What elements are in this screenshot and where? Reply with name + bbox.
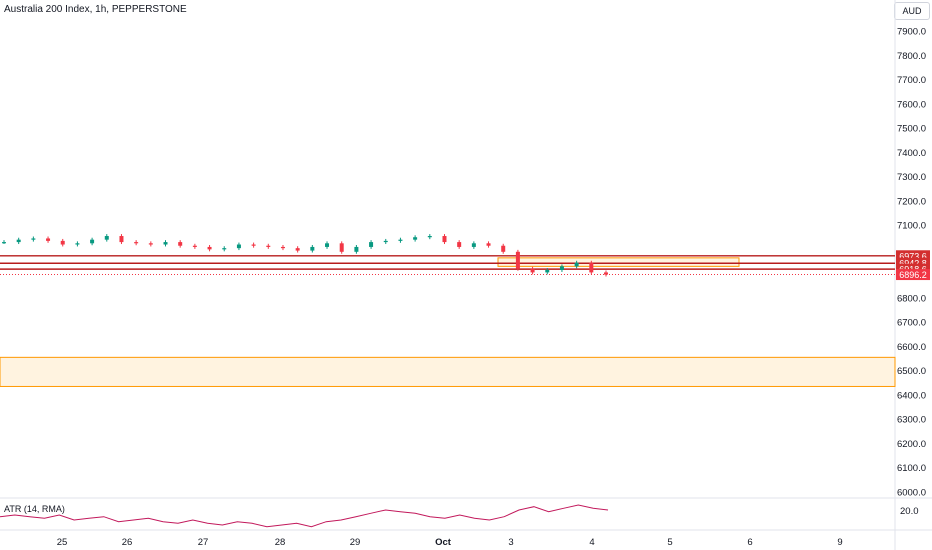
candle-body: [236, 244, 241, 249]
price-tag-label: 6973.6: [899, 251, 927, 261]
price-tick-label: 7200.0: [897, 196, 926, 207]
price-tick-label: 6500.0: [897, 366, 926, 377]
time-tick-label: 3: [508, 537, 513, 548]
price-tick-label: 7400.0: [897, 148, 926, 159]
price-tag: [896, 257, 930, 269]
candle-body: [398, 239, 403, 241]
candle-body: [442, 236, 447, 243]
price-tick-label: 6700.0: [897, 318, 926, 329]
price-tick-label: 7300.0: [897, 172, 926, 183]
price-tick-label: 7900.0: [897, 27, 926, 38]
candle-body: [325, 243, 330, 247]
atr-line: [0, 504, 609, 528]
candle-body: [90, 239, 95, 244]
candle-body: [427, 236, 432, 238]
candle-body: [369, 242, 374, 247]
price-tag-label: 6896.2: [899, 270, 927, 280]
time-tick-label: 26: [122, 537, 133, 548]
price-tick-label: 6300.0: [897, 415, 926, 426]
candle-body: [604, 272, 608, 275]
candle-body: [457, 242, 462, 247]
candle-body: [280, 246, 285, 249]
candle-body: [486, 243, 491, 246]
time-tick-label: 6: [747, 537, 752, 548]
candle-body: [222, 248, 227, 250]
candle-body: [60, 240, 65, 245]
candle-body: [559, 266, 564, 270]
candle-body: [2, 242, 6, 244]
price-tick-label: 6600.0: [897, 342, 926, 353]
candle-body: [530, 268, 535, 273]
price-tick-label: 6800.0: [897, 293, 926, 304]
price-tag: [896, 269, 930, 281]
atr-label: ATR (14, RMA): [4, 504, 65, 514]
candle-body: [75, 243, 80, 245]
time-tick-label: 5: [667, 537, 672, 548]
price-tick-label: 7700.0: [897, 75, 926, 86]
candle-body: [515, 251, 520, 269]
candle-body: [134, 242, 139, 244]
candle-body: [310, 246, 315, 251]
supply-demand-zone: [0, 356, 896, 387]
price-tag: [896, 250, 930, 262]
time-tick-label: 27: [198, 537, 209, 548]
time-tick-label: 25: [57, 537, 68, 548]
price-tick-label: 7800.0: [897, 51, 926, 62]
price-tick-label: 6000.0: [897, 488, 926, 499]
candle-body: [266, 245, 271, 247]
candle-body: [413, 237, 418, 240]
supply-demand-zone: [497, 257, 740, 267]
candle-body: [16, 239, 21, 243]
candle-body: [295, 248, 300, 251]
candle-body: [163, 242, 168, 245]
price-tick-label: 6400.0: [897, 390, 926, 401]
price-tick-label: 7100.0: [897, 221, 926, 232]
candle-body: [501, 245, 506, 252]
chart-title: Australia 200 Index, 1h, PEPPERSTONE: [4, 4, 187, 15]
price-tick-label: 6200.0: [897, 439, 926, 450]
candle-body: [545, 269, 550, 273]
price-tick-label: 7500.0: [897, 124, 926, 135]
candle-body: [471, 243, 476, 247]
candle-body: [31, 238, 36, 240]
candle-body: [574, 262, 579, 267]
candle-body: [354, 246, 359, 252]
candle-body: [383, 240, 388, 243]
time-tick-label: 29: [350, 537, 361, 548]
candle-body: [192, 245, 197, 247]
candle-body: [104, 236, 109, 240]
candle-body: [46, 238, 51, 241]
time-tick-label: 28: [275, 537, 286, 548]
price-tick-label: 7600.0: [897, 99, 926, 110]
candle-body: [589, 262, 594, 273]
candle-body: [339, 243, 344, 252]
time-tick-label: Oct: [435, 537, 452, 548]
time-tick-label: 9: [837, 537, 842, 548]
candle-body: [207, 246, 212, 250]
candle-body: [251, 244, 256, 246]
atr-value: 20.0: [900, 506, 919, 517]
time-tick-label: 4: [589, 537, 594, 548]
candle-body: [178, 242, 183, 246]
candle-body: [148, 243, 153, 245]
price-tick-label: 6100.0: [897, 463, 926, 474]
candle-body: [119, 236, 124, 243]
